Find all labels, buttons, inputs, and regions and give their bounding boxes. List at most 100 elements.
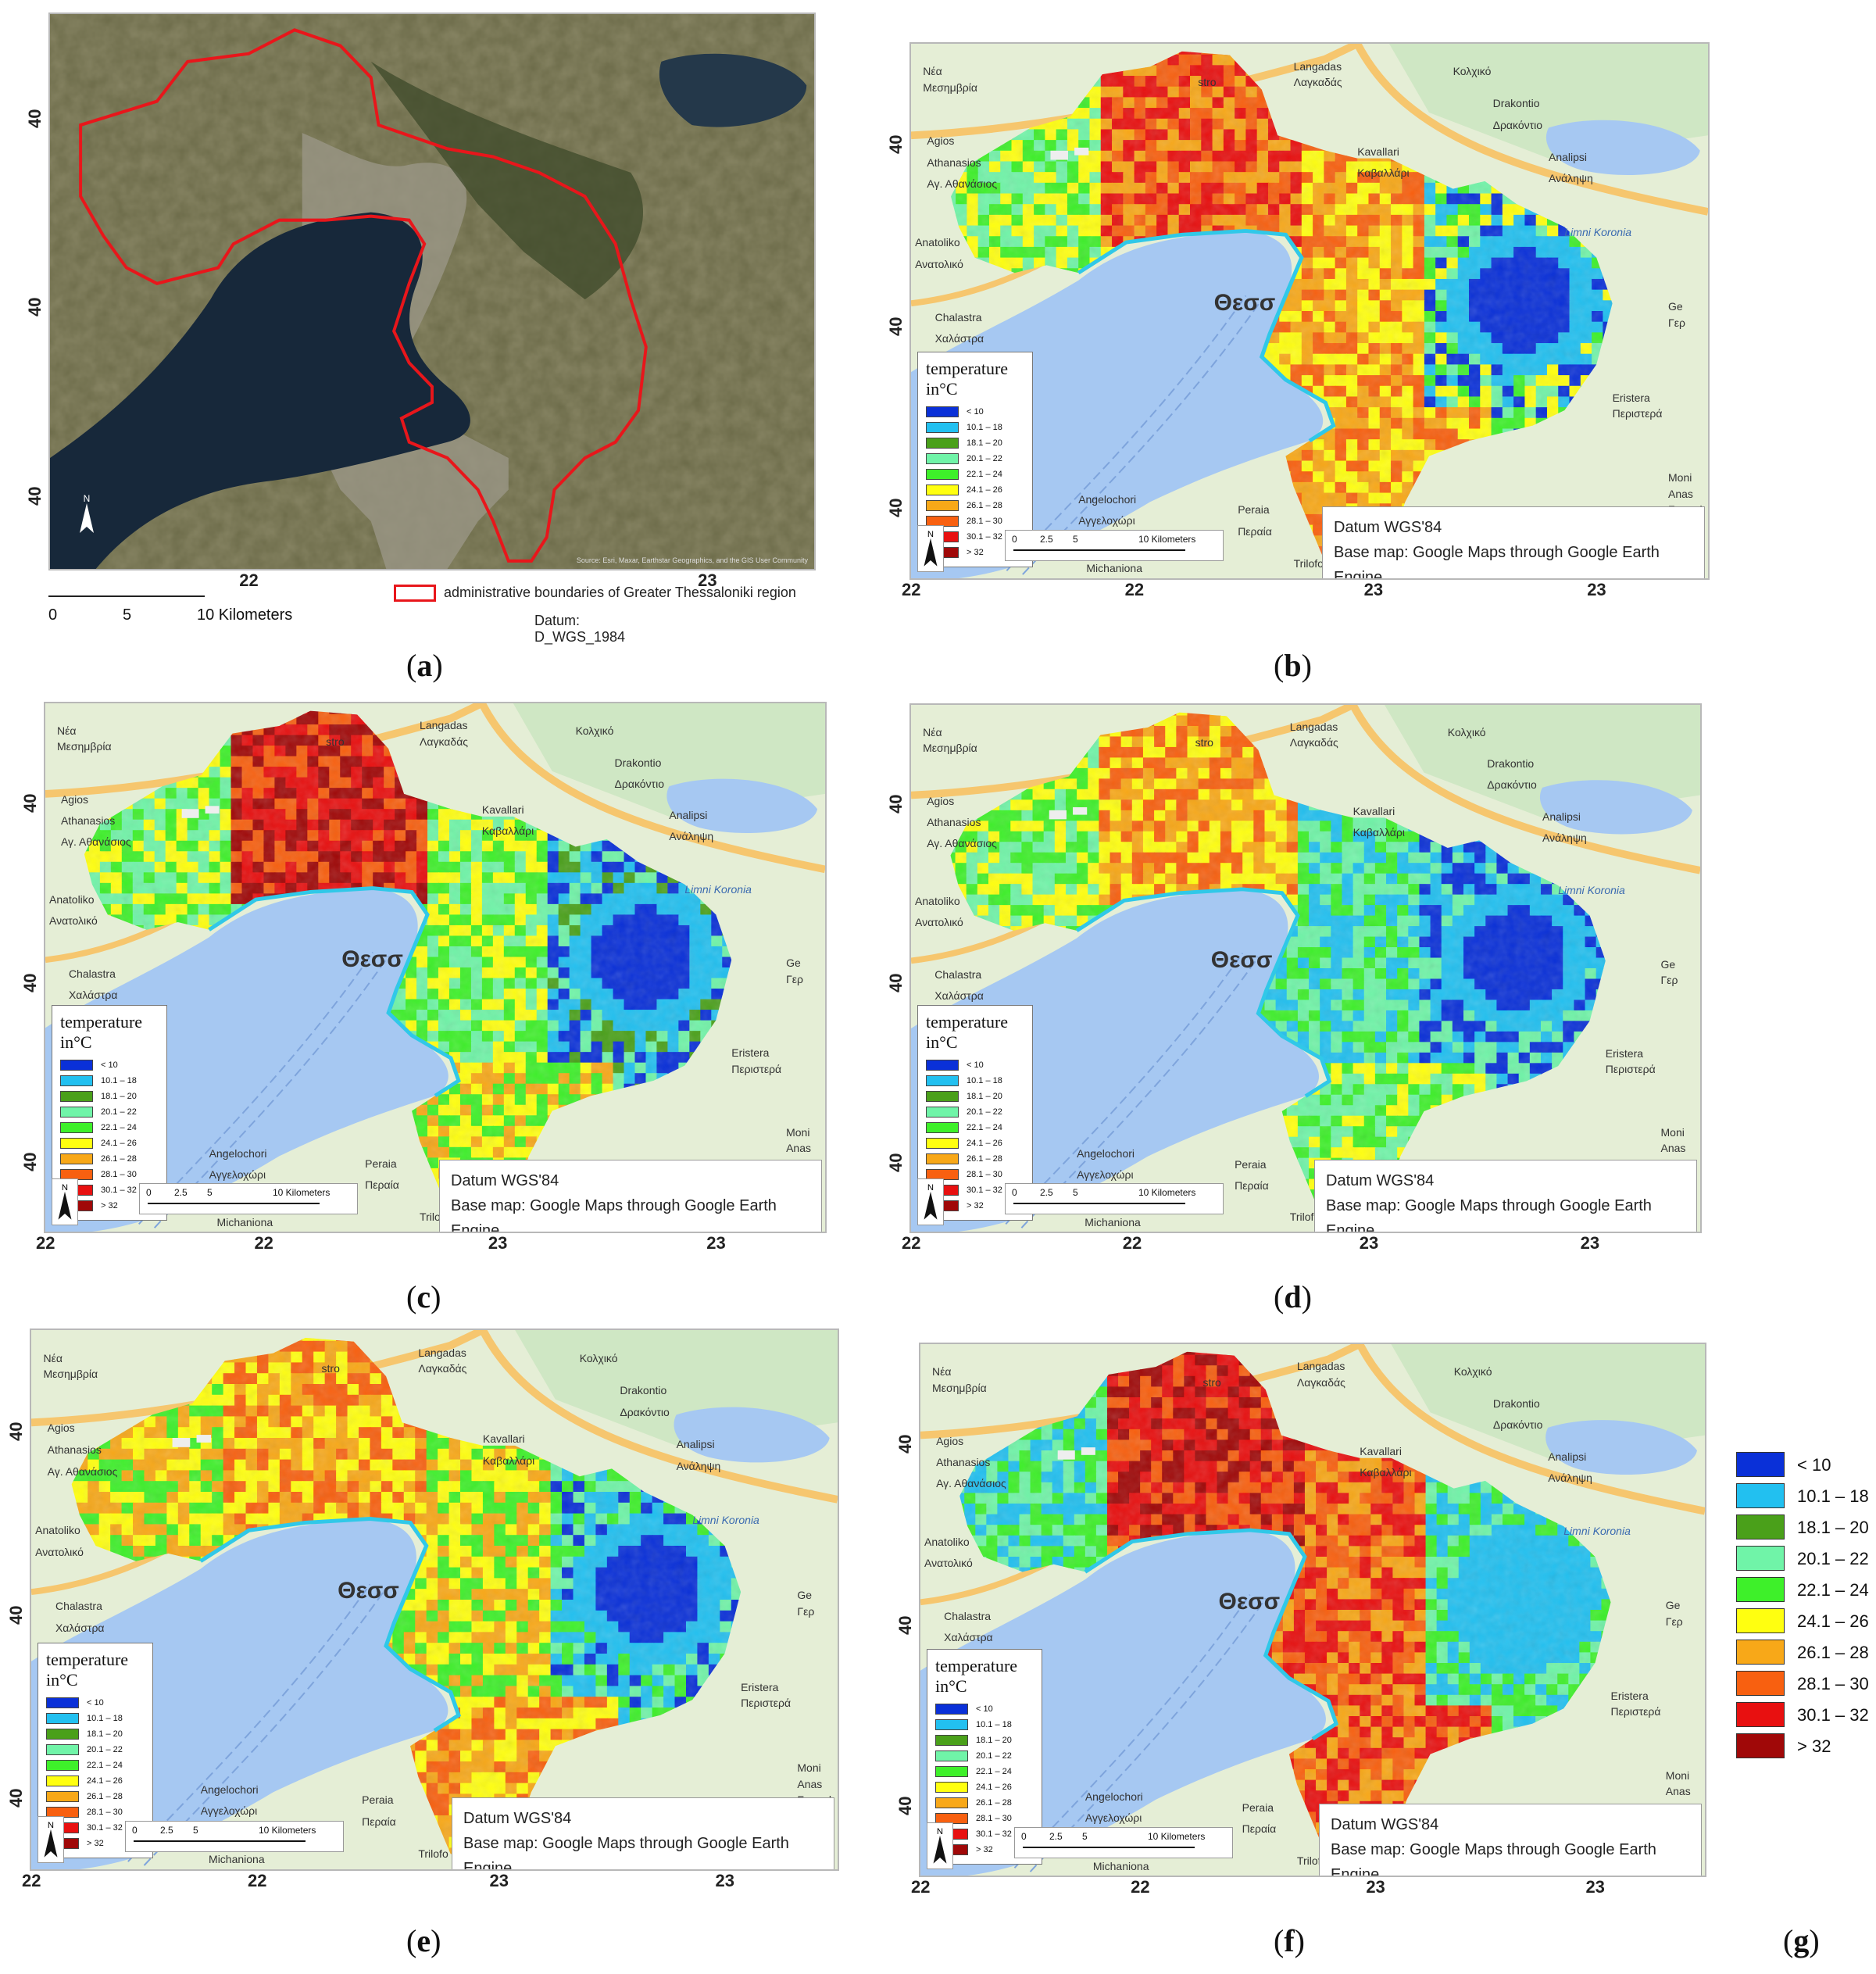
scale-bar: 0 2.5 5 10 Kilometers: [1014, 1827, 1233, 1858]
longitude-tick-label: 23: [1580, 1233, 1600, 1253]
legend-label: 10.1 – 18: [976, 1720, 1012, 1729]
legend-label: 10.1 – 18: [967, 423, 1002, 432]
legend-label: 22.1 – 24: [967, 470, 1002, 479]
legend-swatch: [926, 1075, 959, 1086]
legend-label: 20.1 – 22: [967, 454, 1002, 463]
basemap-place-label: Θεσσ: [1210, 947, 1273, 974]
basemap-place-label: Νέα: [923, 65, 942, 78]
basemap-place-label: Kavallari: [1353, 805, 1395, 818]
legend-label: 18.1 – 20: [101, 1092, 137, 1101]
legend-title: temperature in°C: [935, 1656, 1018, 1696]
basemap-place-label: stro: [1198, 76, 1217, 89]
legend-label: 20.1 – 22: [87, 1745, 123, 1754]
legend-label: 30.1 – 32: [101, 1185, 137, 1195]
legend-label: 24.1 – 26: [967, 1139, 1002, 1148]
longitude-tick-label: 23: [488, 1233, 508, 1253]
datum-box: Datum WGS'84 Base map: Google Maps throug…: [1314, 1160, 1697, 1232]
basemap-place-label: Drakontio: [1492, 1397, 1540, 1410]
panel-letter: f: [1284, 1923, 1295, 1958]
basemap-place-label: Eristera: [731, 1046, 770, 1060]
map-frame-d: Νέα Μεσημβρία Agios Athanasios Αγ. Αθανάσιος…: [909, 703, 1702, 1233]
basemap-place-label: Γερ: [797, 1604, 815, 1618]
legend-row: 20.1 – 22: [46, 1742, 145, 1758]
basemap-place-label: Δρακόντιο: [1492, 1418, 1543, 1432]
basemap-place-label: Ανάληψη: [669, 830, 714, 843]
legend-row: 18.1 – 20: [935, 1733, 1034, 1748]
legend-swatch: [60, 1060, 93, 1071]
longitude-tick-label: 23: [1359, 1233, 1379, 1253]
scale-label: 0: [1012, 1187, 1017, 1198]
basemap-place-label: Καβαλλάρι: [1353, 826, 1405, 839]
basemap-place-label: Μεσημβρία: [923, 80, 977, 94]
scale-bar: 0 2.5 5 10 Kilometers: [139, 1183, 358, 1214]
basemap-credit-line: Base map: Google Maps through Google Ear…: [1331, 1841, 1656, 1877]
basemap-place-label: Ge: [786, 957, 801, 970]
latitude-tick-label: 40: [895, 1615, 915, 1635]
basemap-place-label: Angelochori: [1078, 492, 1137, 506]
basemap-place-label: Langadas: [1296, 1360, 1345, 1373]
legend-label: 30.1 – 32: [1797, 1705, 1869, 1725]
basemap-place-label: Κολχικό: [1453, 65, 1492, 78]
lst-map: [45, 703, 825, 1232]
basemap-place-label: Athanasios: [936, 1455, 991, 1468]
basemap-place-label: Καβαλλάρι: [482, 1454, 535, 1467]
basemap-place-label: Anas: [1660, 1142, 1686, 1155]
basemap-place-label: Michaniona: [1086, 562, 1142, 575]
basemap-place-label: Μεσημβρία: [932, 1381, 987, 1394]
basemap-place-label: Kavallari: [1360, 1445, 1402, 1458]
basemap-place-label: Περιστερά: [1605, 1063, 1656, 1076]
legend-swatch: [935, 1782, 968, 1793]
basemap-place-label: Agios: [936, 1434, 964, 1447]
legend-label: 18.1 – 20: [967, 1092, 1002, 1101]
legend-row: 24.1 – 26: [60, 1135, 159, 1151]
basemap-place-label: Κολχικό: [575, 724, 614, 738]
legend-swatch: [60, 1091, 93, 1102]
longitude-tick-label: 23: [1366, 1877, 1385, 1897]
basemap-place-label: Analipsi: [676, 1438, 715, 1450]
legend-row: 20.1 – 22: [926, 451, 1024, 467]
longitude-tick-label: 23: [1587, 580, 1606, 599]
legend-label: 10.1 – 18: [967, 1076, 1002, 1085]
legend-swatch: [1736, 1733, 1785, 1758]
north-arrow: N: [917, 1178, 944, 1225]
legend-label: < 10: [1797, 1455, 1831, 1475]
basemap-place-label: Μεσημβρία: [923, 742, 977, 755]
scale-label: 10 Kilometers: [197, 606, 293, 624]
legend-label: < 10: [101, 1060, 118, 1070]
legend-label: 24.1 – 26: [87, 1776, 123, 1786]
longitude-tick-label: 23: [1363, 580, 1384, 599]
basemap-place-label: Νέα: [43, 1351, 63, 1364]
boundary-legend: administrative boundaries of Greater The…: [394, 581, 831, 606]
legend-row: 10.1 – 18: [1736, 1483, 1869, 1514]
legend-label: 20.1 – 22: [1797, 1549, 1869, 1568]
longitude-tick-label: 22: [902, 580, 921, 599]
scale-label: 10 Kilometers: [1138, 534, 1196, 545]
basemap-place-label: Peraia: [1242, 1801, 1274, 1814]
basemap-place-label: Αγγελοχώρι: [200, 1804, 258, 1818]
legend-row: 22.1 – 24: [46, 1758, 145, 1773]
basemap-place-label: Νέα: [56, 724, 77, 738]
legend-row: 18.1 – 20: [46, 1726, 145, 1742]
basemap-place-label: Trilofo: [418, 1847, 448, 1861]
legend-label: 26.1 – 28: [967, 501, 1002, 510]
basemap-place-label: Μεσημβρία: [43, 1368, 98, 1381]
basemap-place-label: Drakontio: [1492, 97, 1540, 110]
basemap-place-label: Anatoliko: [48, 893, 95, 907]
legend-row: 20.1 – 22: [1736, 1546, 1869, 1577]
datum-line: Datum WGS'84: [451, 1172, 559, 1189]
legend-label: 30.1 – 32: [87, 1823, 123, 1833]
panel-label-f: (f): [1274, 1923, 1305, 1958]
basemap-place-label: Anatoliko: [915, 894, 960, 907]
boundary-legend-label: administrative boundaries of Greater The…: [444, 585, 796, 600]
scale-label: 10 Kilometers: [1138, 1187, 1196, 1198]
legend-row: 26.1 – 28: [935, 1795, 1034, 1811]
basemap-place-label: Αγ. Αθανάσιος: [927, 836, 997, 849]
basemap-place-label: Καβαλλάρι: [1357, 166, 1410, 180]
legend-swatch: [1736, 1546, 1785, 1571]
legend-row: 30.1 – 32: [1736, 1702, 1869, 1733]
basemap-place-label: Chalastra: [934, 968, 982, 981]
basemap-credit-line: Base map: Google Maps through Google Ear…: [463, 1835, 789, 1871]
legend-label: 18.1 – 20: [967, 438, 1002, 448]
basemap-place-label: Limni Koronia: [1564, 225, 1631, 238]
legend-label: 10.1 – 18: [101, 1076, 137, 1085]
